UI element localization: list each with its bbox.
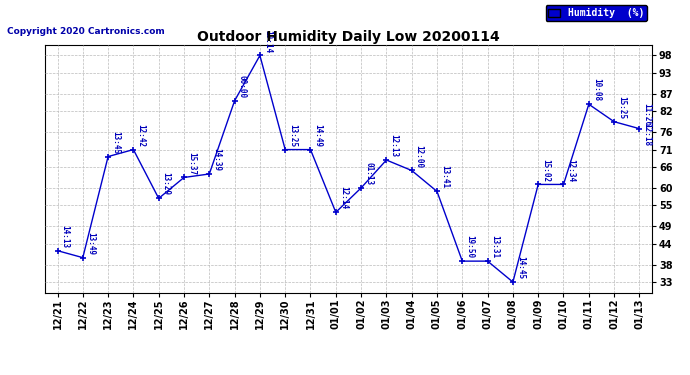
Text: 19:14: 19:14 (263, 30, 272, 52)
Text: 14:13: 14:13 (61, 225, 70, 248)
Text: 13:31: 13:31 (491, 235, 500, 258)
Text: 19:50: 19:50 (465, 235, 474, 258)
Legend: Humidity  (%): Humidity (%) (546, 5, 647, 21)
Text: 12:18: 12:18 (642, 123, 651, 146)
Text: 14:49: 14:49 (313, 124, 322, 147)
Text: 00:00: 00:00 (237, 75, 246, 98)
Text: 12:00: 12:00 (415, 145, 424, 168)
Text: 15:25: 15:25 (617, 96, 626, 119)
Text: 12:34: 12:34 (566, 159, 575, 182)
Title: Outdoor Humidity Daily Low 20200114: Outdoor Humidity Daily Low 20200114 (197, 30, 500, 44)
Text: 13:45: 13:45 (111, 130, 120, 154)
Text: 12:14: 12:14 (339, 186, 348, 210)
Text: 13:41: 13:41 (440, 165, 449, 189)
Text: 15:02: 15:02 (541, 159, 550, 182)
Text: 15:37: 15:37 (187, 152, 196, 175)
Text: 13:25: 13:25 (288, 124, 297, 147)
Text: 13:49: 13:49 (86, 232, 95, 255)
Text: Copyright 2020 Cartronics.com: Copyright 2020 Cartronics.com (7, 27, 165, 36)
Text: 01:13: 01:13 (364, 162, 373, 185)
Text: 14:39: 14:39 (213, 148, 221, 171)
Text: 10:08: 10:08 (592, 78, 601, 102)
Text: 12:42: 12:42 (137, 124, 146, 147)
Text: 13:29: 13:29 (161, 172, 170, 196)
Text: 12:13: 12:13 (389, 134, 398, 157)
Text: 11:26: 11:26 (642, 103, 651, 126)
Text: 14:45: 14:45 (516, 256, 525, 279)
